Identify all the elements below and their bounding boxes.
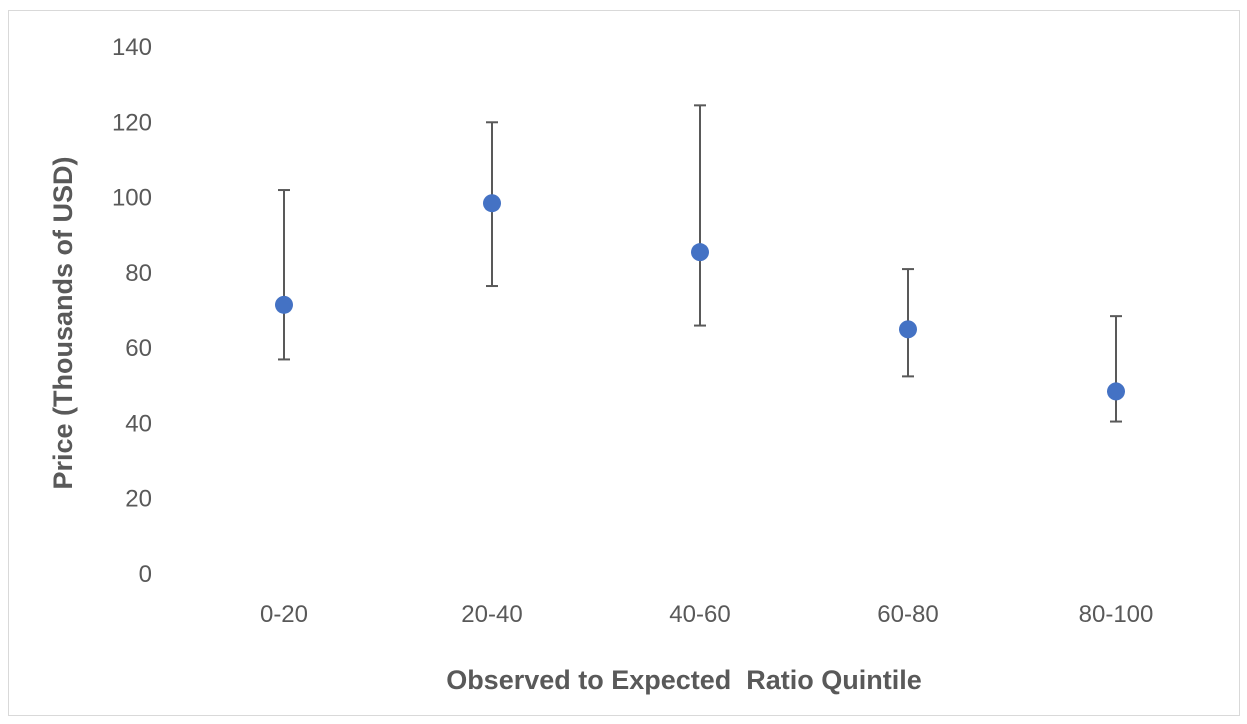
x-tick-label: 60-80 [877,601,938,628]
y-tick-label: 20 [125,486,152,513]
x-tick-label: 80-100 [1079,601,1154,628]
y-tick-label: 40 [125,410,152,437]
chart-frame [8,10,1240,716]
error-bars [278,104,1122,423]
data-point [275,295,293,314]
y-axis-title: Price (Thousands of USD) [48,156,78,489]
data-point [483,194,501,213]
y-tick-label: 60 [125,335,152,362]
y-axis-ticks: 0 20 40 60 80 100 120 140 [112,34,152,588]
y-tick-label: 0 [139,561,152,588]
x-tick-label: 40-60 [669,601,730,628]
data-point [691,243,709,262]
data-points [275,194,1125,401]
x-axis-ticks: 0-20 20-40 40-60 60-80 80-100 [260,601,1153,628]
x-tick-label: 20-40 [461,601,522,628]
y-tick-label: 100 [112,185,152,212]
y-tick-label: 140 [112,34,152,61]
y-tick-label: 120 [112,109,152,136]
x-tick-label: 0-20 [260,601,308,628]
x-axis-title: Observed to Expected Ratio Quintile [446,665,922,695]
data-point [1107,382,1125,401]
y-tick-label: 80 [125,260,152,287]
data-point [899,320,917,339]
